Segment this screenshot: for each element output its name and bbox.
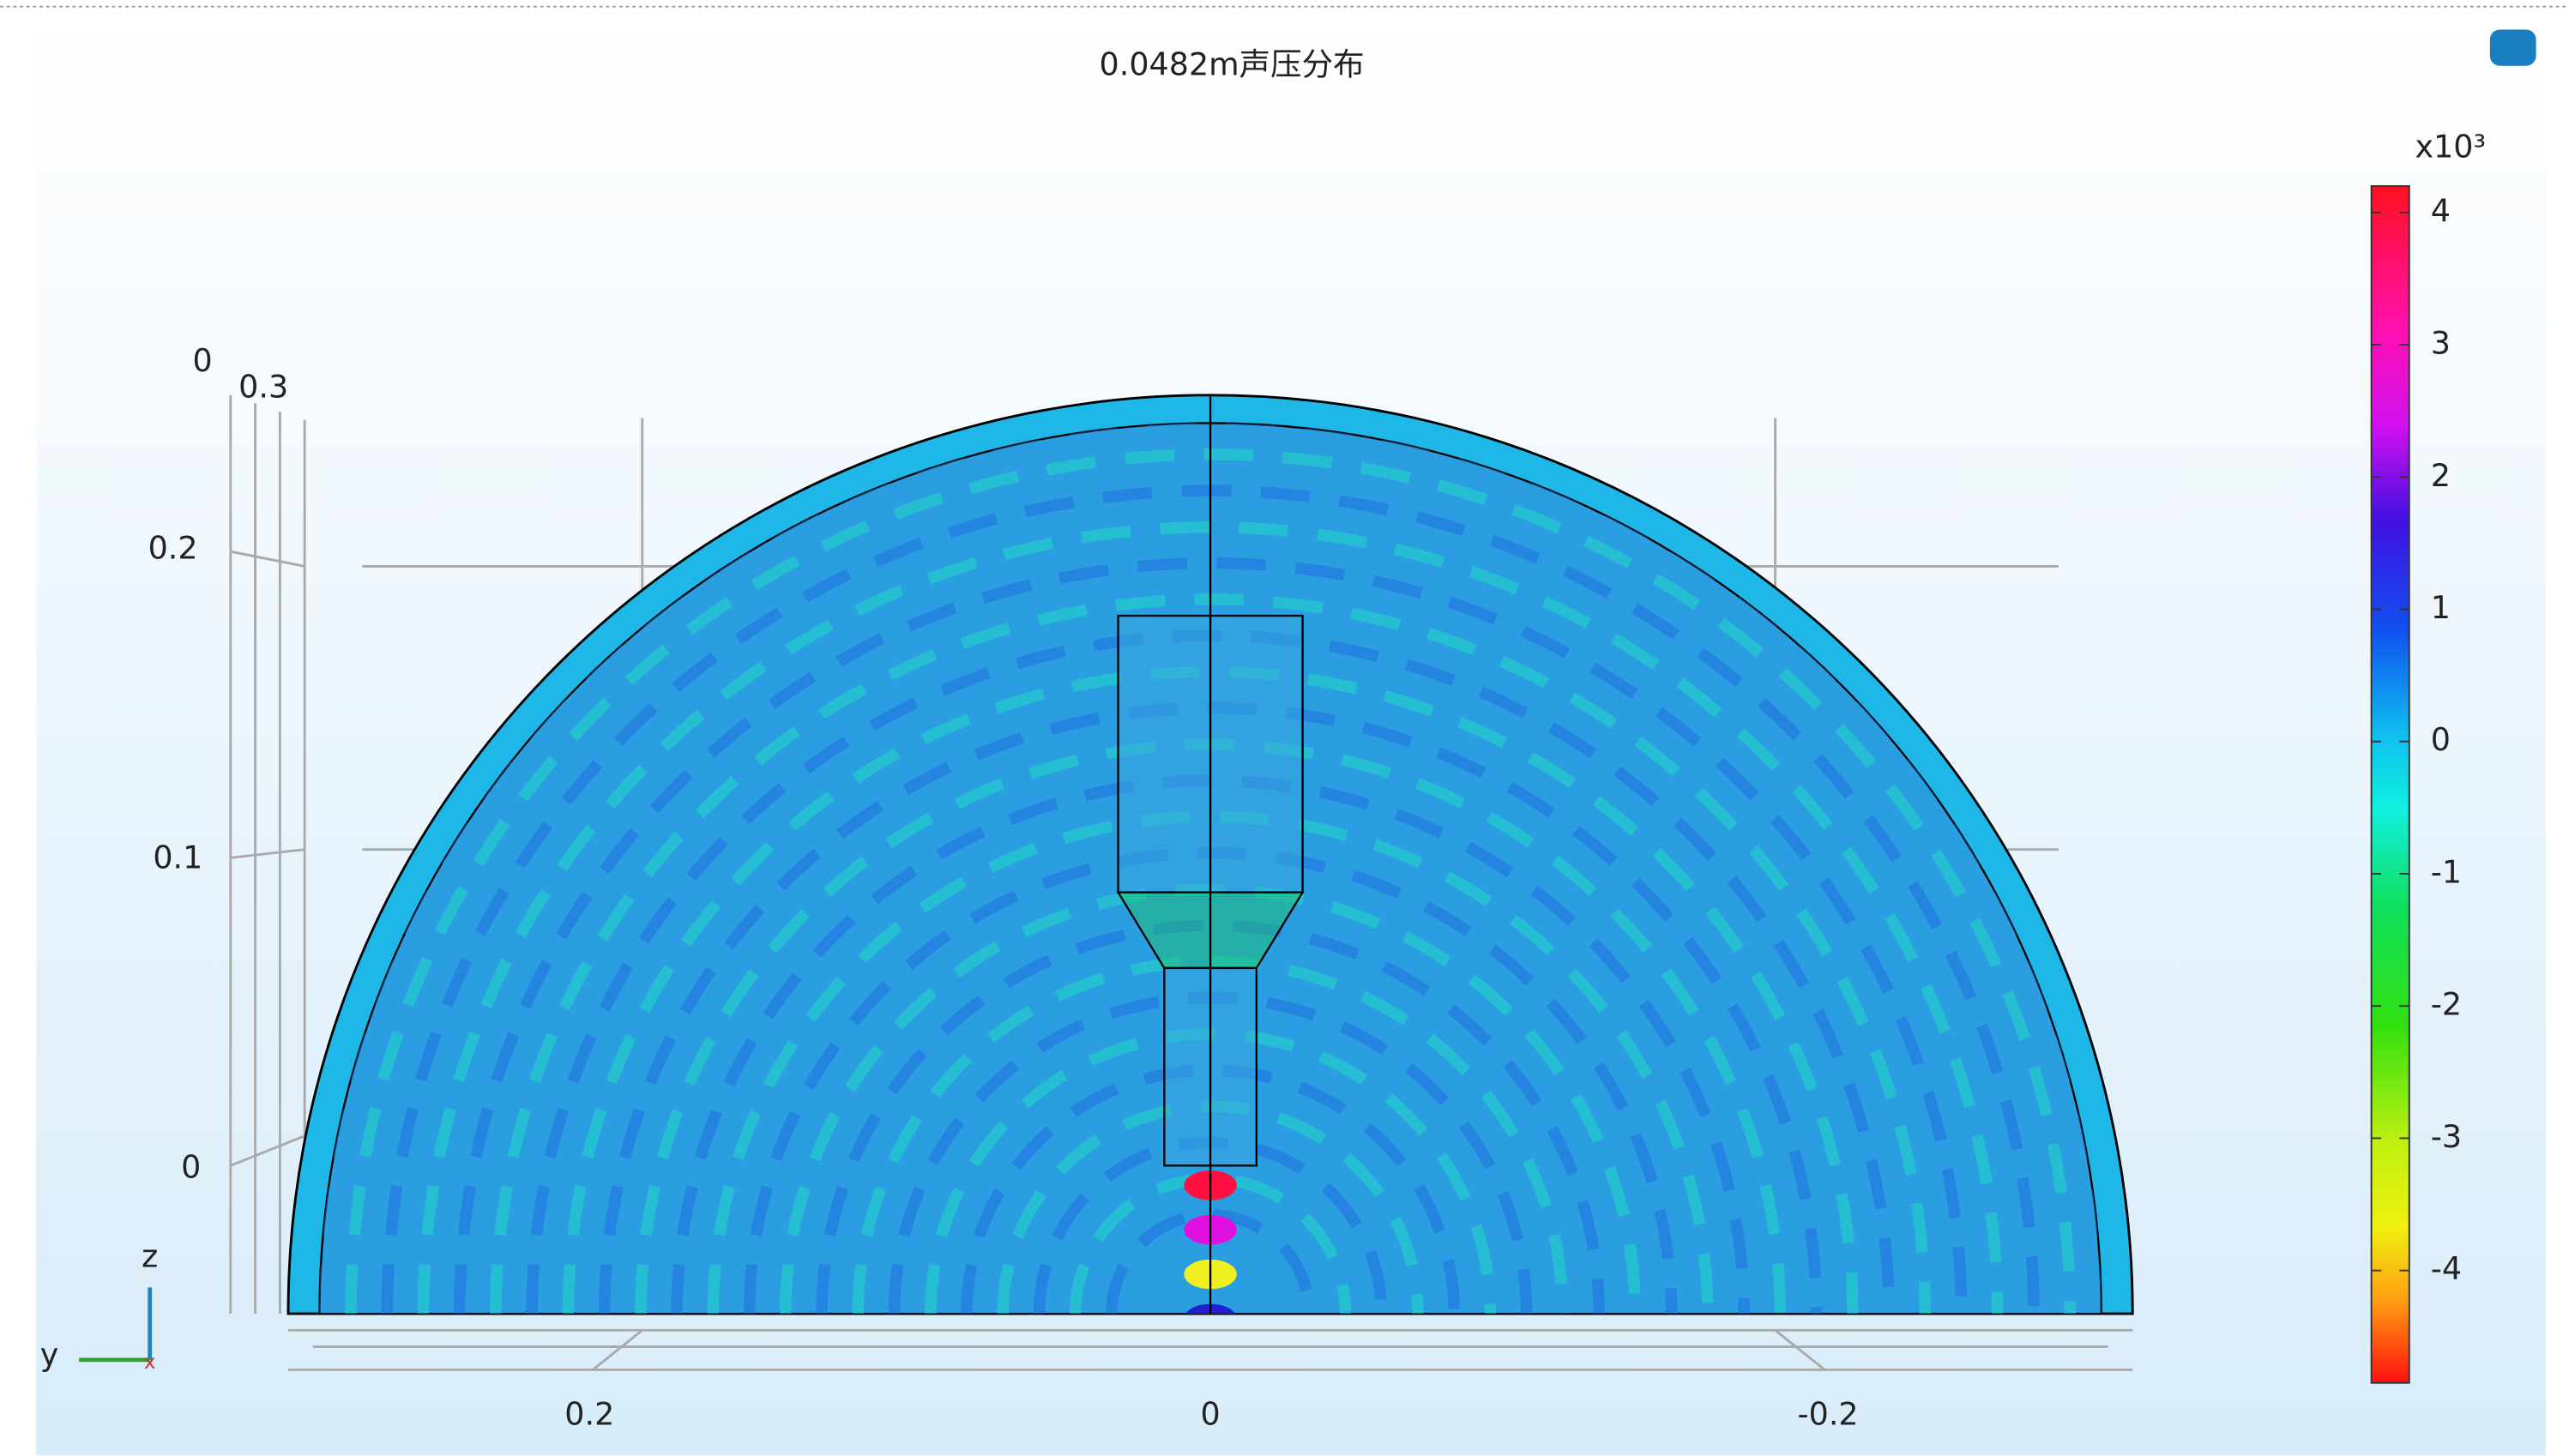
axis-label: 0.1 xyxy=(153,839,202,876)
colorbar-tick-label: -1 xyxy=(2431,853,2462,890)
triad-label: y xyxy=(40,1337,59,1374)
axis-label: -0.2 xyxy=(1797,1396,1858,1433)
colorbar xyxy=(2372,186,2409,1383)
colorbar-tick-label: 1 xyxy=(2431,589,2451,626)
axis-label: 0.2 xyxy=(148,530,198,567)
plot-title: 0.0482m声压分布 xyxy=(1100,45,1365,82)
triad-label: z xyxy=(142,1237,158,1274)
colorbar-tick-label: 2 xyxy=(2431,457,2451,494)
colorbar-tick-label: 4 xyxy=(2431,192,2451,229)
axis-label: 0.2 xyxy=(564,1396,614,1433)
axis-label: 0 xyxy=(181,1149,201,1186)
colorbar-tick-label: -3 xyxy=(2431,1118,2462,1155)
colorbar-tick-label: -2 xyxy=(2431,986,2462,1023)
plot-window: 0.0482m声压分布 0 0.3 0.2 0.1 0 0.2 0 -0.2 z… xyxy=(0,0,2569,1456)
page: {"title":"0.0482m声压分布", "colorbar":{"mul… xyxy=(0,0,2569,1456)
colorbar-tick-label: 3 xyxy=(2431,325,2451,362)
axis-label: 0.3 xyxy=(238,369,288,406)
colorbar-multiplier: x10³ xyxy=(2415,128,2486,165)
colorbar-tick-label: -4 xyxy=(2431,1250,2462,1287)
axis-label: 0 xyxy=(1201,1396,1221,1433)
logo xyxy=(2490,30,2536,66)
axis-label: 0 xyxy=(193,342,213,379)
colorbar-tick-label: 0 xyxy=(2431,721,2451,758)
triad-label: x xyxy=(144,1351,156,1374)
